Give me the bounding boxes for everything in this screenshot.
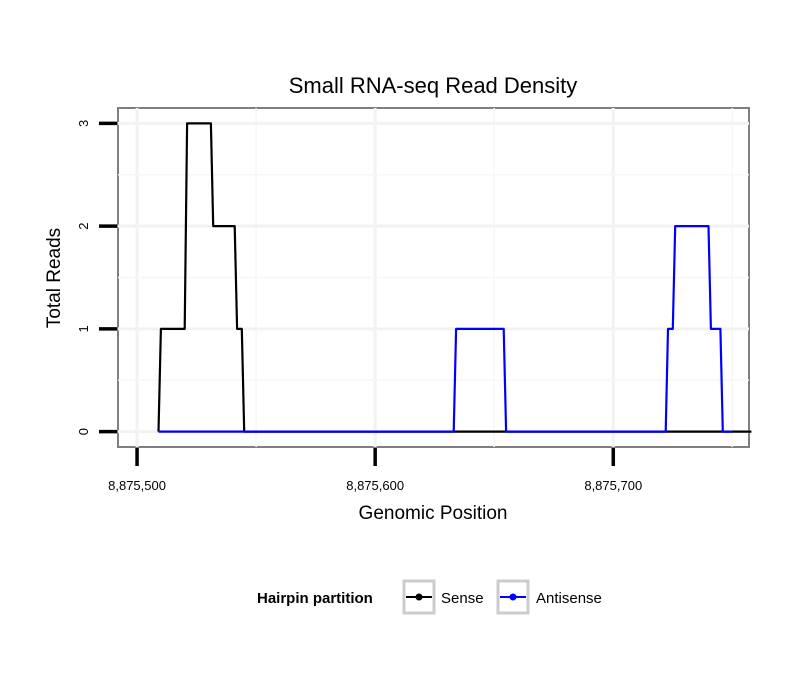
plot-panel (117, 107, 752, 448)
x-tick-label-0: 8,875,500 (108, 478, 166, 493)
legend-title: Hairpin partition (257, 590, 373, 607)
legend-label-antisense: Antisense (536, 590, 602, 607)
legend: Hairpin partition Sense Antisense (257, 579, 602, 615)
x-tick-label-2: 8,875,700 (584, 478, 642, 493)
y-tick-label-2: 2 (76, 223, 91, 230)
y-tick-label-1: 1 (76, 325, 91, 332)
legend-item-sense: Sense (402, 579, 484, 615)
y-tick-label-3: 3 (76, 120, 91, 127)
legend-dot-sense (415, 593, 423, 601)
chart-title: Small RNA-seq Read Density (289, 73, 578, 98)
legend-dot-antisense (509, 593, 517, 601)
y-axis: 0 1 2 3 (76, 120, 117, 435)
x-tick-label-1: 8,875,600 (346, 478, 404, 493)
x-axis: 8,875,500 8,875,600 8,875,700 (108, 448, 642, 493)
y-tick-label-0: 0 (76, 428, 91, 435)
x-axis-title: Genomic Position (359, 503, 508, 524)
series-layer (157, 122, 752, 433)
series-line-sense (157, 122, 752, 433)
y-axis-title: Total Reads (44, 228, 65, 328)
series-line-antisense (158, 225, 733, 433)
legend-item-antisense: Antisense (496, 579, 602, 615)
legend-label-sense: Sense (441, 590, 484, 607)
